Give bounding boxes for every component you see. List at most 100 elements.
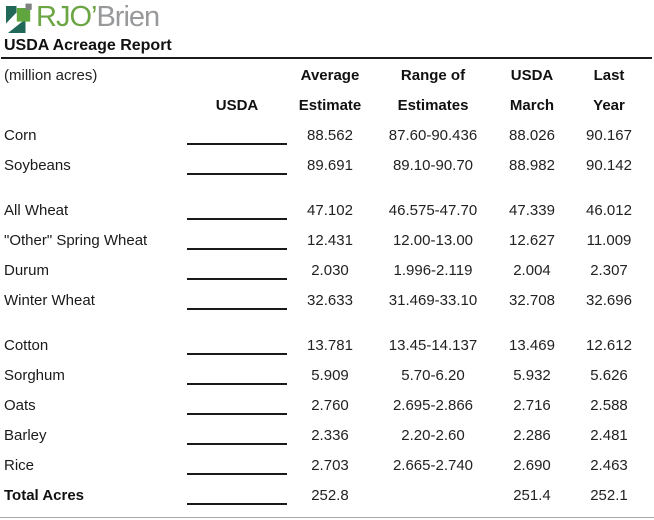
table-row: Total Acres 252.8 251.4 252.1 bbox=[0, 481, 654, 511]
usda-march-value: 2.690 bbox=[513, 457, 551, 474]
range-of-estimates-value: 12.00-13.00 bbox=[392, 232, 474, 249]
header-usda-march-1: USDA bbox=[510, 67, 554, 84]
rjo-flag-icon bbox=[6, 3, 32, 33]
table-row: Corn 88.562 87.60-90.436 88.026 90.167 bbox=[0, 121, 654, 151]
header-estimates: Estimates bbox=[397, 97, 469, 114]
table-header-row-1: (million acres) Average Range of USDA La… bbox=[0, 61, 654, 91]
header-spacer bbox=[184, 61, 290, 91]
last-year-value: 32.696 bbox=[586, 292, 632, 309]
range-of-estimates-value: 13.45-14.137 bbox=[388, 337, 478, 354]
table-row: Durum 2.030 1.996-2.119 2.004 2.307 bbox=[0, 256, 654, 286]
table-row: Soybeans 89.691 89.10-90.70 88.982 90.142 bbox=[0, 151, 654, 181]
commodity-label: Oats bbox=[4, 397, 36, 414]
average-estimate-value: 2.760 bbox=[311, 397, 349, 414]
commodity-label: "Other" Spring Wheat bbox=[4, 232, 148, 249]
last-year-value: 2.481 bbox=[590, 427, 628, 444]
last-year-value: 2.588 bbox=[590, 397, 628, 414]
usda-blank-cell bbox=[184, 256, 290, 286]
table-row: Rice 2.703 2.665-2.740 2.690 2.463 bbox=[0, 451, 654, 481]
last-year-value: 12.612 bbox=[586, 337, 632, 354]
range-of-estimates-value: 2.665-2.740 bbox=[392, 457, 474, 474]
usda-write-in-line bbox=[187, 256, 287, 280]
usda-write-in-line bbox=[187, 331, 287, 355]
commodity-label: Durum bbox=[4, 262, 50, 279]
average-estimate-value: 2.703 bbox=[311, 457, 349, 474]
last-year-value: 90.167 bbox=[586, 127, 632, 144]
commodity-label: Corn bbox=[4, 127, 37, 144]
average-estimate-value: 88.562 bbox=[307, 127, 353, 144]
usda-write-in-line bbox=[187, 226, 287, 250]
commodity-label: All Wheat bbox=[4, 202, 69, 219]
title-divider bbox=[1, 57, 652, 59]
usda-march-value: 12.627 bbox=[509, 232, 555, 249]
range-of-estimates-value: 89.10-90.70 bbox=[392, 157, 474, 174]
usda-blank-cell bbox=[184, 151, 290, 181]
usda-march-value: 88.026 bbox=[509, 127, 555, 144]
last-year-value: 90.142 bbox=[586, 157, 632, 174]
table-row: Winter Wheat 32.633 31.469-33.10 32.708 32.6… bbox=[0, 286, 654, 316]
usda-write-in-line bbox=[187, 421, 287, 445]
header-year: Year bbox=[593, 97, 625, 114]
usda-blank-cell bbox=[184, 421, 290, 451]
brand-text-brien: Brien bbox=[96, 1, 160, 33]
commodity-label: Total Acres bbox=[4, 487, 85, 504]
usda-blank-cell bbox=[184, 286, 290, 316]
usda-march-value: 2.286 bbox=[513, 427, 551, 444]
group-spacer bbox=[0, 316, 654, 331]
table-row: "Other" Spring Wheat 12.431 12.00-13.00 12.… bbox=[0, 226, 654, 256]
average-estimate-value: 89.691 bbox=[307, 157, 353, 174]
brand-wordmark: RJO’Brien bbox=[36, 1, 160, 33]
usda-blank-cell bbox=[184, 196, 290, 226]
usda-write-in-line bbox=[187, 481, 287, 505]
brand-text-rjo: RJO’ bbox=[36, 1, 97, 33]
table-row: Sorghum 5.909 5.70-6.20 5.932 5.626 bbox=[0, 361, 654, 391]
table-row: Oats 2.760 2.695-2.866 2.716 2.588 bbox=[0, 391, 654, 421]
header-estimate: Estimate bbox=[298, 97, 362, 114]
usda-write-in-line bbox=[187, 286, 287, 310]
last-year-value: 252.1 bbox=[590, 487, 628, 504]
usda-blank-cell bbox=[184, 361, 290, 391]
range-of-estimates-value bbox=[370, 481, 496, 511]
usda-blank-cell bbox=[184, 391, 290, 421]
commodity-label: Barley bbox=[4, 427, 47, 444]
header-average: Average bbox=[300, 67, 360, 84]
average-estimate-value: 13.781 bbox=[307, 337, 353, 354]
table-body: Corn 88.562 87.60-90.436 88.026 90.167 Soybea… bbox=[0, 121, 654, 511]
average-estimate-value: 2.030 bbox=[311, 262, 349, 279]
last-year-value: 11.009 bbox=[586, 232, 632, 249]
usda-write-in-line bbox=[187, 151, 287, 175]
usda-write-in-line bbox=[187, 196, 287, 220]
group-spacer bbox=[0, 181, 654, 196]
usda-march-value: 88.982 bbox=[509, 157, 555, 174]
range-of-estimates-value: 5.70-6.20 bbox=[401, 367, 465, 384]
range-of-estimates-value: 31.469-33.10 bbox=[388, 292, 478, 309]
average-estimate-value: 5.909 bbox=[311, 367, 349, 384]
usda-march-value: 2.004 bbox=[513, 262, 551, 279]
usda-blank-cell bbox=[184, 121, 290, 151]
commodity-label: Winter Wheat bbox=[4, 292, 95, 309]
usda-march-value: 5.932 bbox=[513, 367, 551, 384]
usda-write-in-line bbox=[187, 361, 287, 385]
rjo-brien-logo: RJO’Brien bbox=[5, 2, 654, 35]
unit-note: (million acres) bbox=[4, 67, 98, 84]
average-estimate-value: 2.336 bbox=[311, 427, 349, 444]
range-of-estimates-value: 2.20-2.60 bbox=[401, 427, 465, 444]
usda-march-value: 2.716 bbox=[513, 397, 551, 414]
table-row: Barley 2.336 2.20-2.60 2.286 2.481 bbox=[0, 421, 654, 451]
average-estimate-value: 47.102 bbox=[307, 202, 353, 219]
header-usda-march-2: March bbox=[509, 97, 555, 114]
table-header-row-2: USDA Estimate Estimates March Year bbox=[0, 91, 654, 121]
header-spacer bbox=[0, 91, 184, 121]
page-title: USDA Acreage Report bbox=[4, 37, 172, 54]
range-of-estimates-value: 87.60-90.436 bbox=[388, 127, 478, 144]
range-of-estimates-value: 46.575-47.70 bbox=[388, 202, 478, 219]
usda-write-in-line bbox=[187, 391, 287, 415]
usda-write-in-line bbox=[187, 121, 287, 145]
average-estimate-value: 12.431 bbox=[307, 232, 353, 249]
usda-march-value: 47.339 bbox=[509, 202, 555, 219]
last-year-value: 46.012 bbox=[586, 202, 632, 219]
range-of-estimates-value: 2.695-2.866 bbox=[392, 397, 474, 414]
table-row: All Wheat 47.102 46.575-47.70 47.339 46.012 bbox=[0, 196, 654, 226]
usda-march-value: 32.708 bbox=[509, 292, 555, 309]
